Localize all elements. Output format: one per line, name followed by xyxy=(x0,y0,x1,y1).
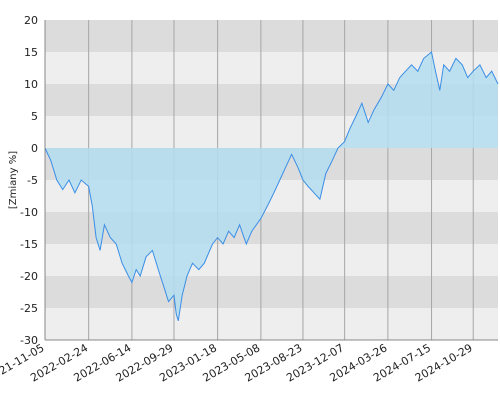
series-line xyxy=(44,51,499,321)
y-tick-label: -10 xyxy=(20,206,38,219)
series-area xyxy=(45,52,498,321)
y-tick-label: 15 xyxy=(24,46,38,59)
y-tick-label: 20 xyxy=(24,14,38,27)
grid-band xyxy=(45,308,498,340)
y-tick-label: -15 xyxy=(20,238,38,251)
y-tick-labels: 20 15 10 5 0 -5 -10 -15 -20 -25 -30 xyxy=(20,14,38,347)
y-tick-label: 10 xyxy=(24,78,38,91)
y-tick-label: -5 xyxy=(27,174,38,187)
grid-band xyxy=(45,276,498,308)
y-tick-label: -25 xyxy=(20,302,38,315)
y-tick-label: 0 xyxy=(31,142,38,155)
grid-band xyxy=(45,244,498,276)
y-axis-label: [Zmiany %] xyxy=(8,151,19,209)
y-tick-label: -20 xyxy=(20,270,38,283)
grid-band xyxy=(45,20,498,52)
x-tick-labels: 2021-11-052022-02-242022-06-142022-09-29… xyxy=(0,341,475,384)
y-tick-label: -30 xyxy=(20,334,38,347)
y-tick-label: 5 xyxy=(31,110,38,123)
